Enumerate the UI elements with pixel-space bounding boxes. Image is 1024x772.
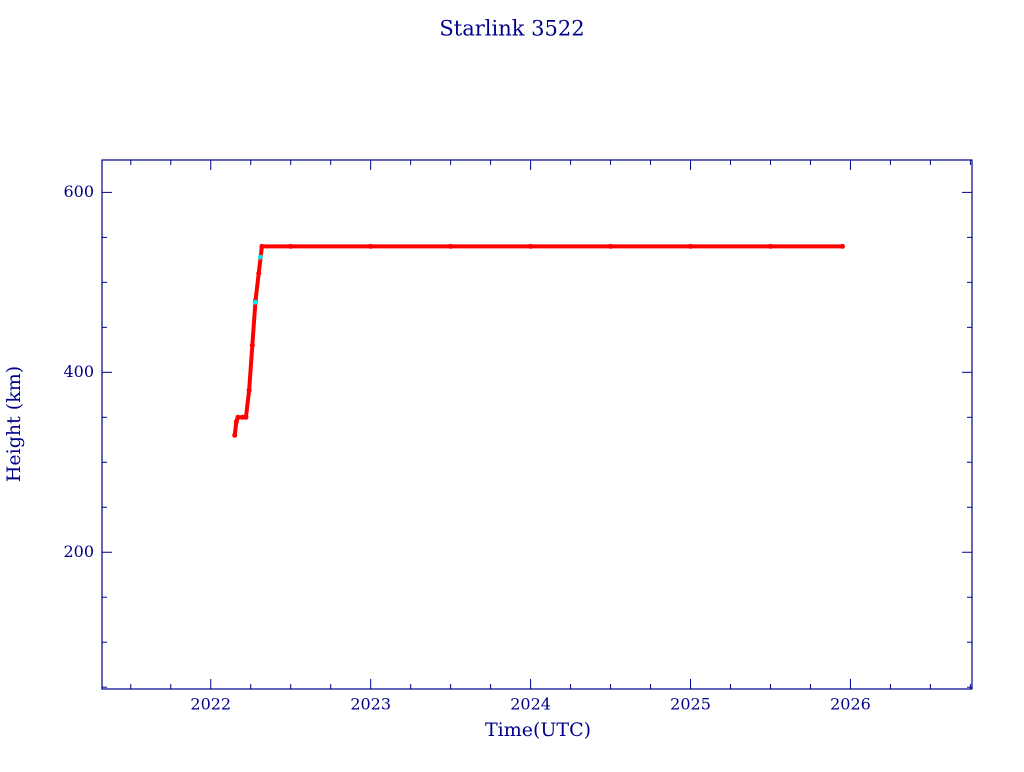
data-point [688,243,694,249]
data-point [232,432,238,438]
data-point [243,414,249,420]
x-tick-label: 2026 [830,695,871,714]
x-tick-label: 2024 [510,695,551,714]
data-point [235,414,241,420]
data-point [233,419,239,425]
data-point [249,342,255,348]
x-tick-label: 2023 [350,695,391,714]
data-point [256,270,262,276]
data-point [257,254,263,260]
y-tick-label: 200 [63,542,94,561]
x-tick-label: 2022 [190,695,231,714]
data-point [259,243,265,249]
data-point [839,243,845,249]
data-point [528,243,534,249]
x-tick-label: 2025 [670,695,711,714]
data-point [368,243,374,249]
x-axis-label: Time(UTC) [485,719,591,741]
data-point [246,387,252,393]
data-point [253,299,259,305]
data-point [767,243,773,249]
data-point [288,243,294,249]
y-tick-label: 400 [63,362,94,381]
plot-frame [101,159,973,690]
y-tick-label: 600 [63,182,94,201]
data-line [232,244,843,436]
data-point [448,243,454,249]
y-axis-label: Height (km) [3,366,25,482]
data-point [608,243,614,249]
chart-title: Starlink 3522 [439,17,584,41]
